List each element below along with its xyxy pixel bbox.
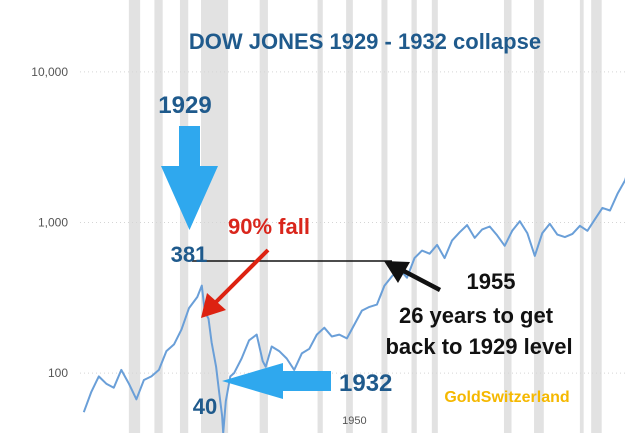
y-tick-label: 1,000: [38, 215, 68, 229]
recession-bands: [128, 0, 602, 433]
recession-band: [128, 0, 141, 433]
recovery-text-line1: 26 years to get: [399, 303, 554, 328]
y-tick-label: 100: [48, 366, 68, 380]
recession-band: [346, 0, 353, 433]
y-tick-label: 10,000: [31, 65, 68, 79]
recovery-arrow-shaft: [398, 267, 442, 292]
arrow-1929: [161, 126, 218, 230]
source-label: GoldSwitzerland: [444, 389, 569, 406]
fall-arrowhead: [201, 293, 226, 318]
recession-band: [503, 0, 512, 433]
recession-band: [411, 0, 417, 433]
recovery-arrowhead: [384, 261, 410, 283]
label-1929: 1929: [158, 92, 211, 119]
x-tick-label: 1950: [342, 415, 366, 427]
value-40: 40: [193, 394, 217, 419]
chart-title: DOW JONES 1929 - 1932 collapse: [189, 29, 541, 54]
recession-band: [154, 0, 163, 433]
gridlines: [80, 71, 625, 374]
line-layer: [82, 177, 625, 433]
x-axis-ticks: 1950: [342, 415, 366, 427]
y-axis-ticks: 10,000 1,000 100: [31, 65, 68, 380]
label-1955: 1955: [467, 269, 516, 294]
label-1932: 1932: [339, 370, 392, 397]
recession-band: [381, 0, 388, 433]
recession-band: [579, 0, 584, 433]
recovery-text-line2: back to 1929 level: [385, 334, 572, 359]
recession-band: [431, 0, 438, 433]
value-381: 381: [171, 242, 208, 267]
fall-arrow-shaft: [212, 248, 270, 306]
recession-band: [201, 0, 229, 433]
fall-label: 90% fall: [228, 214, 310, 239]
recession-band: [259, 0, 268, 433]
recession-band: [317, 0, 323, 433]
arrow-1932: [222, 363, 331, 399]
series-line: [82, 177, 625, 433]
recession-band: [534, 0, 544, 433]
